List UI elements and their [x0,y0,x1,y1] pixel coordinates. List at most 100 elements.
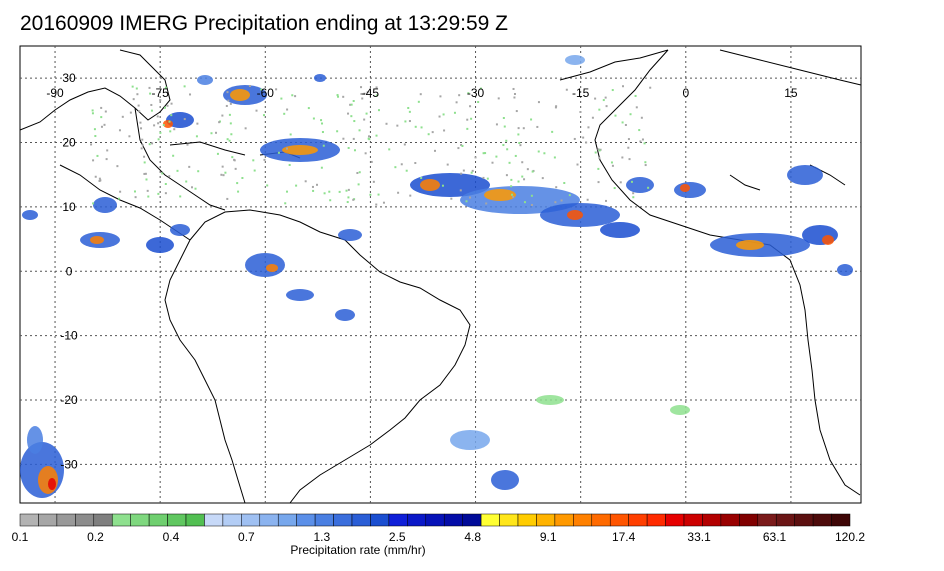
precip-speck [461,144,464,147]
precip-speck [521,161,524,164]
precip-speck [255,109,258,112]
colorbar-cell [241,513,261,527]
precip-speck [621,121,624,124]
precip-speck [253,169,256,172]
precip-speck [350,103,353,106]
colorbar-cell [720,513,740,527]
precip-speck [594,151,597,154]
precip-speck [644,164,647,167]
precip-speck [484,152,487,155]
precip-speck [470,171,473,174]
colorbar-tick-label: 0.2 [87,530,104,544]
precip-speck [136,93,139,96]
precip-speck [141,138,144,141]
precip-speck [460,172,463,175]
precip-cell [335,309,355,321]
colorbar-tick-label: 9.1 [540,530,557,544]
precip-speck [291,94,294,97]
precip-speck [510,178,513,181]
precip-speck [627,146,630,149]
precip-speck [141,144,144,147]
precip-speck [119,190,122,193]
graticule [20,46,861,503]
precip-speck [312,117,315,120]
precip-speck [150,109,153,112]
precip-speck [627,138,630,141]
precip-speck [144,172,147,175]
colorbar-cell [75,513,95,527]
precip-speck [585,141,588,144]
precip-speck [159,99,162,102]
precip-speck [237,190,240,193]
precip-speck [186,143,189,146]
precip-speck [446,163,449,166]
lat-label: 20 [62,136,76,150]
precip-speck [227,99,230,102]
precipitation-field [20,55,853,498]
colorbar-cell [480,513,500,527]
colorbar-cell [702,513,722,527]
precip-speck [602,99,605,102]
precip-speck [635,106,638,109]
precip-speck [495,123,498,126]
precip-speck [431,131,434,134]
precip-speck [573,137,576,140]
colorbar-cell [407,513,427,527]
precip-speck [347,188,350,191]
precip-speck [356,172,359,175]
precip-speck [482,152,485,155]
precip-speck [629,113,632,116]
colorbar-cell [591,513,611,527]
colorbar-cell [665,513,685,527]
precip-speck [604,96,607,99]
precip-speck [347,196,350,199]
precip-speck [624,123,627,126]
precip-speck [159,131,162,134]
precip-speck [360,92,363,95]
precip-speck [541,177,544,180]
precip-speck [363,92,366,95]
precip-speck [166,104,169,107]
colorbar-tick-label: 63.1 [763,530,787,544]
precip-speck [409,194,412,197]
precip-speck [103,123,106,126]
precip-speck [168,120,171,123]
precip-speck [594,97,597,100]
precip-speck [597,167,600,170]
precip-speck [621,156,624,159]
precip-speck [129,111,132,114]
precip-speck [397,191,400,194]
precip-speck [92,159,95,162]
precip-speck [336,130,339,133]
colorbar-cell [204,513,224,527]
precip-speck [576,163,579,166]
precip-speck [98,179,101,182]
precip-speck [222,174,225,177]
precip-speck [172,154,175,157]
precip-speck [248,85,251,88]
lat-label: 30 [62,71,76,85]
colorbar-cell [757,513,777,527]
precip-speck [396,124,399,127]
lon-label: -75 [151,86,169,100]
precip-speck [118,197,121,200]
precip-speck [649,86,652,89]
precip-speck [100,125,103,128]
colorbar-cell [554,513,574,527]
lon-label: 0 [682,86,689,100]
precip-speck [505,174,508,177]
precip-speck [414,162,417,165]
colorbar-cell [56,513,76,527]
precip-speck [568,194,571,197]
colorbar-cell [683,513,703,527]
precip-speck [455,101,458,104]
precip-speck [537,101,540,104]
precip-speck [189,93,192,96]
precip-speck [170,114,173,117]
precip-speck [221,165,224,168]
precip-speck [403,143,406,146]
longitude-labels: -90 -75 -60 -45 -30 -15 0 15 [46,86,798,100]
precip-speck [346,201,349,204]
colorbar-cell [130,513,150,527]
colorbar-cell [739,513,759,527]
